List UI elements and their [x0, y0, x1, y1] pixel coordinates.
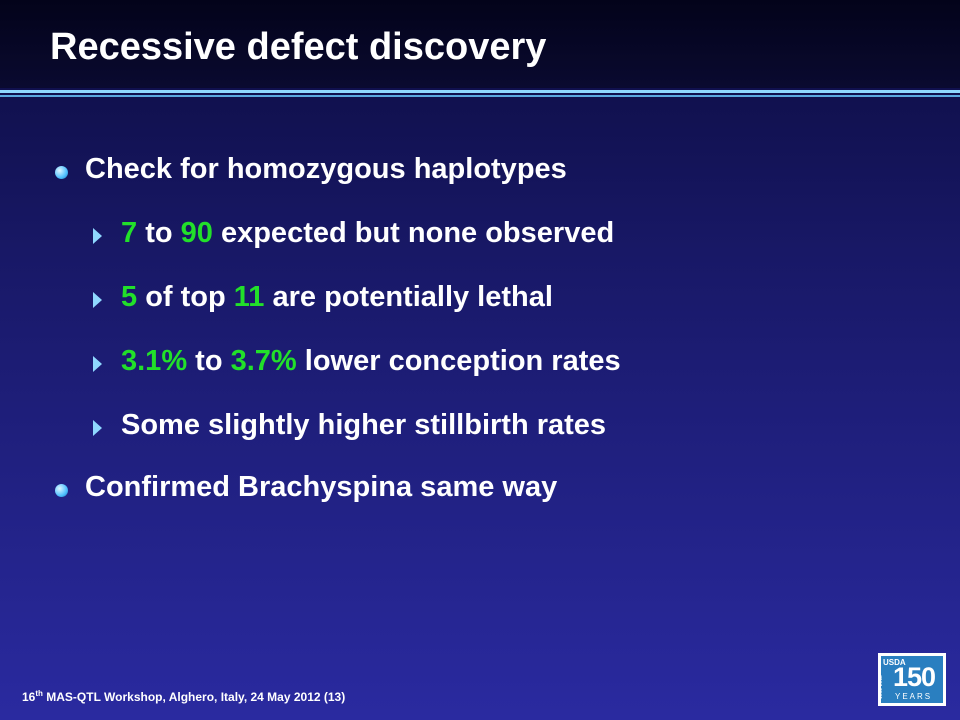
rule [0, 95, 960, 97]
rule [0, 90, 960, 93]
sub-bullet-marker [93, 228, 102, 244]
highlight: 3.7% [230, 345, 297, 377]
logo: USDA 1862-2012 150 YEARS [878, 653, 946, 706]
bullet-marker [55, 484, 68, 497]
sub-bullet: 7 to 90 expected but none observed [121, 217, 614, 250]
text: to [187, 345, 231, 377]
text: to [137, 217, 181, 249]
highlight: 11 [233, 281, 265, 313]
logo-word: YEARS [895, 692, 933, 701]
footer-number: 16 [22, 690, 36, 704]
logo-number: 150 [893, 662, 936, 692]
logo-years: 1862-2012 [877, 675, 884, 699]
title: Recessive defect discovery [50, 26, 547, 68]
highlight: 90 [180, 217, 213, 249]
text: expected but none observed [212, 217, 615, 249]
footer-text: MAS-QTL Workshop, Alghero, Italy, 24 May… [46, 690, 346, 704]
footer: 16th MAS-QTL Workshop, Alghero, Italy, 2… [22, 689, 345, 704]
text: of top [137, 281, 234, 313]
title-band [0, 0, 960, 88]
sub-bullet-marker [93, 292, 102, 308]
logo-panel: USDA 1862-2012 150 YEARS [877, 656, 943, 703]
logo-agency: USDA [883, 658, 906, 667]
sub-bullet-marker [93, 420, 102, 436]
highlight: 3.1% [121, 345, 188, 377]
sub-bullet-marker [93, 356, 102, 372]
bullet: Check for homozygous haplotypes [85, 153, 567, 185]
text: lower conception rates [296, 345, 621, 377]
bullet-marker [55, 166, 68, 179]
highlight: 7 [121, 217, 138, 249]
bullet: Confirmed Brachyspina same way [85, 471, 558, 503]
sub-bullet: 3.1% to 3.7% lower conception rates [121, 345, 621, 378]
footer-suffix: th [35, 689, 43, 698]
sub-bullet: Some slightly higher stillbirth rates [121, 409, 606, 442]
highlight: 5 [121, 281, 138, 313]
text: are potentially lethal [264, 281, 553, 313]
text: Some slightly higher stillbirth rates [121, 409, 607, 441]
sub-bullet: 5 of top 11 are potentially lethal [121, 281, 553, 314]
